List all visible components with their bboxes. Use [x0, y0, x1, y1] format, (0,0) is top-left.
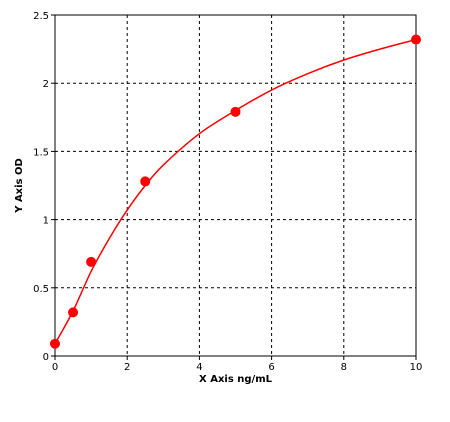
x-tick-label: 10 — [410, 362, 423, 373]
data-point — [230, 106, 241, 117]
x-tick-label: 8 — [341, 362, 347, 373]
y-tick-label: 0.5 — [33, 284, 49, 295]
plot-area-frame — [54, 14, 417, 357]
x-tick-label: 6 — [268, 362, 274, 373]
x-axis-title: X Axis ng/mL — [199, 374, 273, 385]
y-tick-label: 2.5 — [33, 11, 49, 22]
data-point — [411, 34, 421, 45]
data-point — [140, 176, 151, 187]
y-tick-label: 2 — [43, 79, 49, 90]
data-points — [50, 34, 421, 349]
y-tick-label: 0 — [43, 352, 49, 363]
y-tick-label: 1.5 — [33, 147, 49, 158]
axis-ticks: 0 2 4 6 8 10 0 0.5 1 1.5 2 2.5 — [33, 11, 422, 373]
x-tick-label: 0 — [52, 362, 58, 373]
data-point — [50, 338, 60, 349]
data-point — [86, 256, 97, 267]
x-tick-label: 2 — [124, 362, 130, 373]
grid — [55, 15, 416, 356]
y-axis-title: Y Axis OD — [14, 158, 25, 214]
fit-curve-layer — [54, 38, 417, 345]
x-tick-label: 4 — [196, 362, 202, 373]
data-point — [68, 307, 79, 318]
fit-curve — [54, 38, 417, 345]
y-tick-label: 1 — [43, 216, 49, 227]
